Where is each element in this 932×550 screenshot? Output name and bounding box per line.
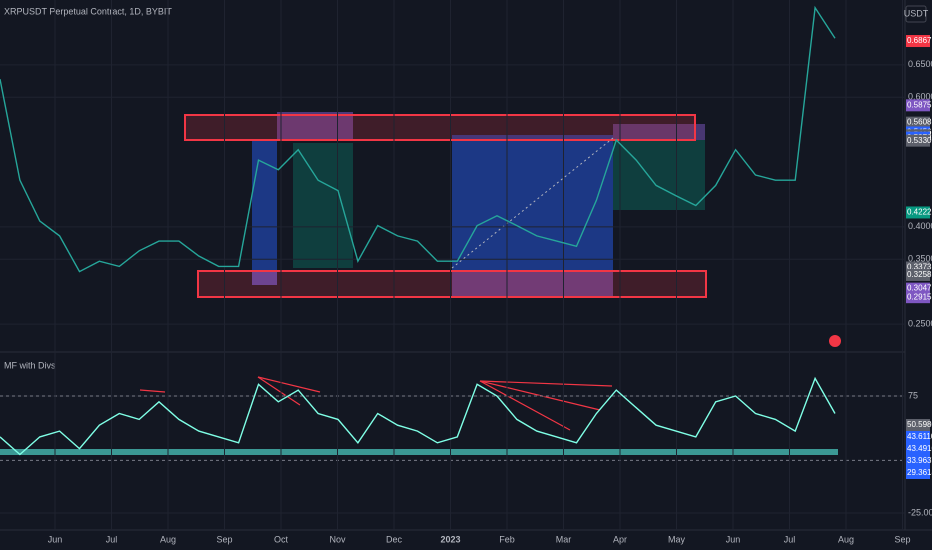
event-icon[interactable] [829, 335, 841, 347]
price-tag-label: 0.5875 [907, 100, 932, 109]
price-tag-label: 43.4910 [907, 444, 932, 453]
x-tick-label: Jun [726, 534, 741, 544]
x-tick-label: Aug [160, 534, 176, 544]
price-tag [906, 134, 930, 147]
price-tag [906, 467, 930, 479]
price-tag [906, 431, 930, 443]
oscillator-title: MF with Divs [4, 360, 56, 370]
box [293, 143, 353, 268]
drawings [184, 112, 841, 347]
price-tag-label: 0.3373 [907, 263, 932, 272]
x-tick-label: Sep [216, 534, 232, 544]
price-tag-label: 50.5980 [907, 420, 932, 429]
price-line [0, 5, 836, 273]
x-tick-label: Apr [613, 534, 627, 544]
box [452, 135, 613, 270]
signal-strip [0, 449, 838, 455]
price-tag [906, 443, 930, 455]
y-tick-label: -25.0000 [908, 507, 932, 517]
x-tick-label: Feb [499, 534, 515, 544]
y-tick-label: 0.2500 [908, 318, 932, 328]
zone [197, 270, 707, 298]
div-line [257, 376, 301, 406]
oscillator-line [0, 376, 836, 456]
x-tick-label: Jul [784, 534, 796, 544]
price-tag-label: 0.6867 [907, 36, 932, 45]
x-tick-label: Oct [274, 534, 289, 544]
price-tag-label: 29.3618 [907, 468, 932, 477]
chart-title: XRPUSDT Perpetual Contract, 1D, BYBIT [4, 6, 172, 16]
price-tag-label: 0.5330 [907, 136, 932, 145]
box [277, 112, 353, 140]
price-tag-label: 33.9637 [907, 456, 932, 465]
x-tick-label: Mar [556, 534, 572, 544]
price-tag-label: 0.3047 [907, 284, 932, 293]
x-tick-label: 2023 [440, 534, 460, 544]
price-tag [906, 206, 930, 219]
price-tag-label: 0.5608 [907, 118, 932, 127]
price-tag [906, 99, 930, 112]
x-tick-label: Nov [329, 534, 346, 544]
div-line [479, 380, 571, 431]
y-tick-label: 75 [908, 390, 918, 400]
div-line [139, 389, 166, 393]
price-tag [906, 268, 930, 281]
price-tag [906, 419, 930, 431]
price-tag-label: 0.4222 [907, 208, 932, 217]
box [613, 124, 705, 140]
div-line [257, 376, 321, 393]
price-tag-label: 0.3258 [907, 270, 932, 279]
zone [184, 114, 696, 141]
x-tick-label: Jun [48, 534, 63, 544]
price-tag-label: 0.2915 [907, 292, 932, 301]
x-tick-label: Jul [106, 534, 118, 544]
price-tag [906, 116, 930, 129]
x-tick-label: May [668, 534, 686, 544]
x-tick-label: Aug [838, 534, 854, 544]
x-tick-label: Sep [894, 534, 910, 544]
x-tick-label: Dec [386, 534, 403, 544]
price-tag [906, 35, 930, 48]
box [252, 270, 277, 285]
currency-button[interactable] [905, 5, 927, 23]
div-line [479, 380, 613, 387]
price-tag-label: 43.6110 [907, 432, 932, 441]
box [452, 270, 613, 297]
price-tag [906, 291, 930, 304]
currency[interactable]: USDT [904, 8, 929, 18]
price-tag [906, 455, 930, 467]
box [252, 140, 277, 285]
